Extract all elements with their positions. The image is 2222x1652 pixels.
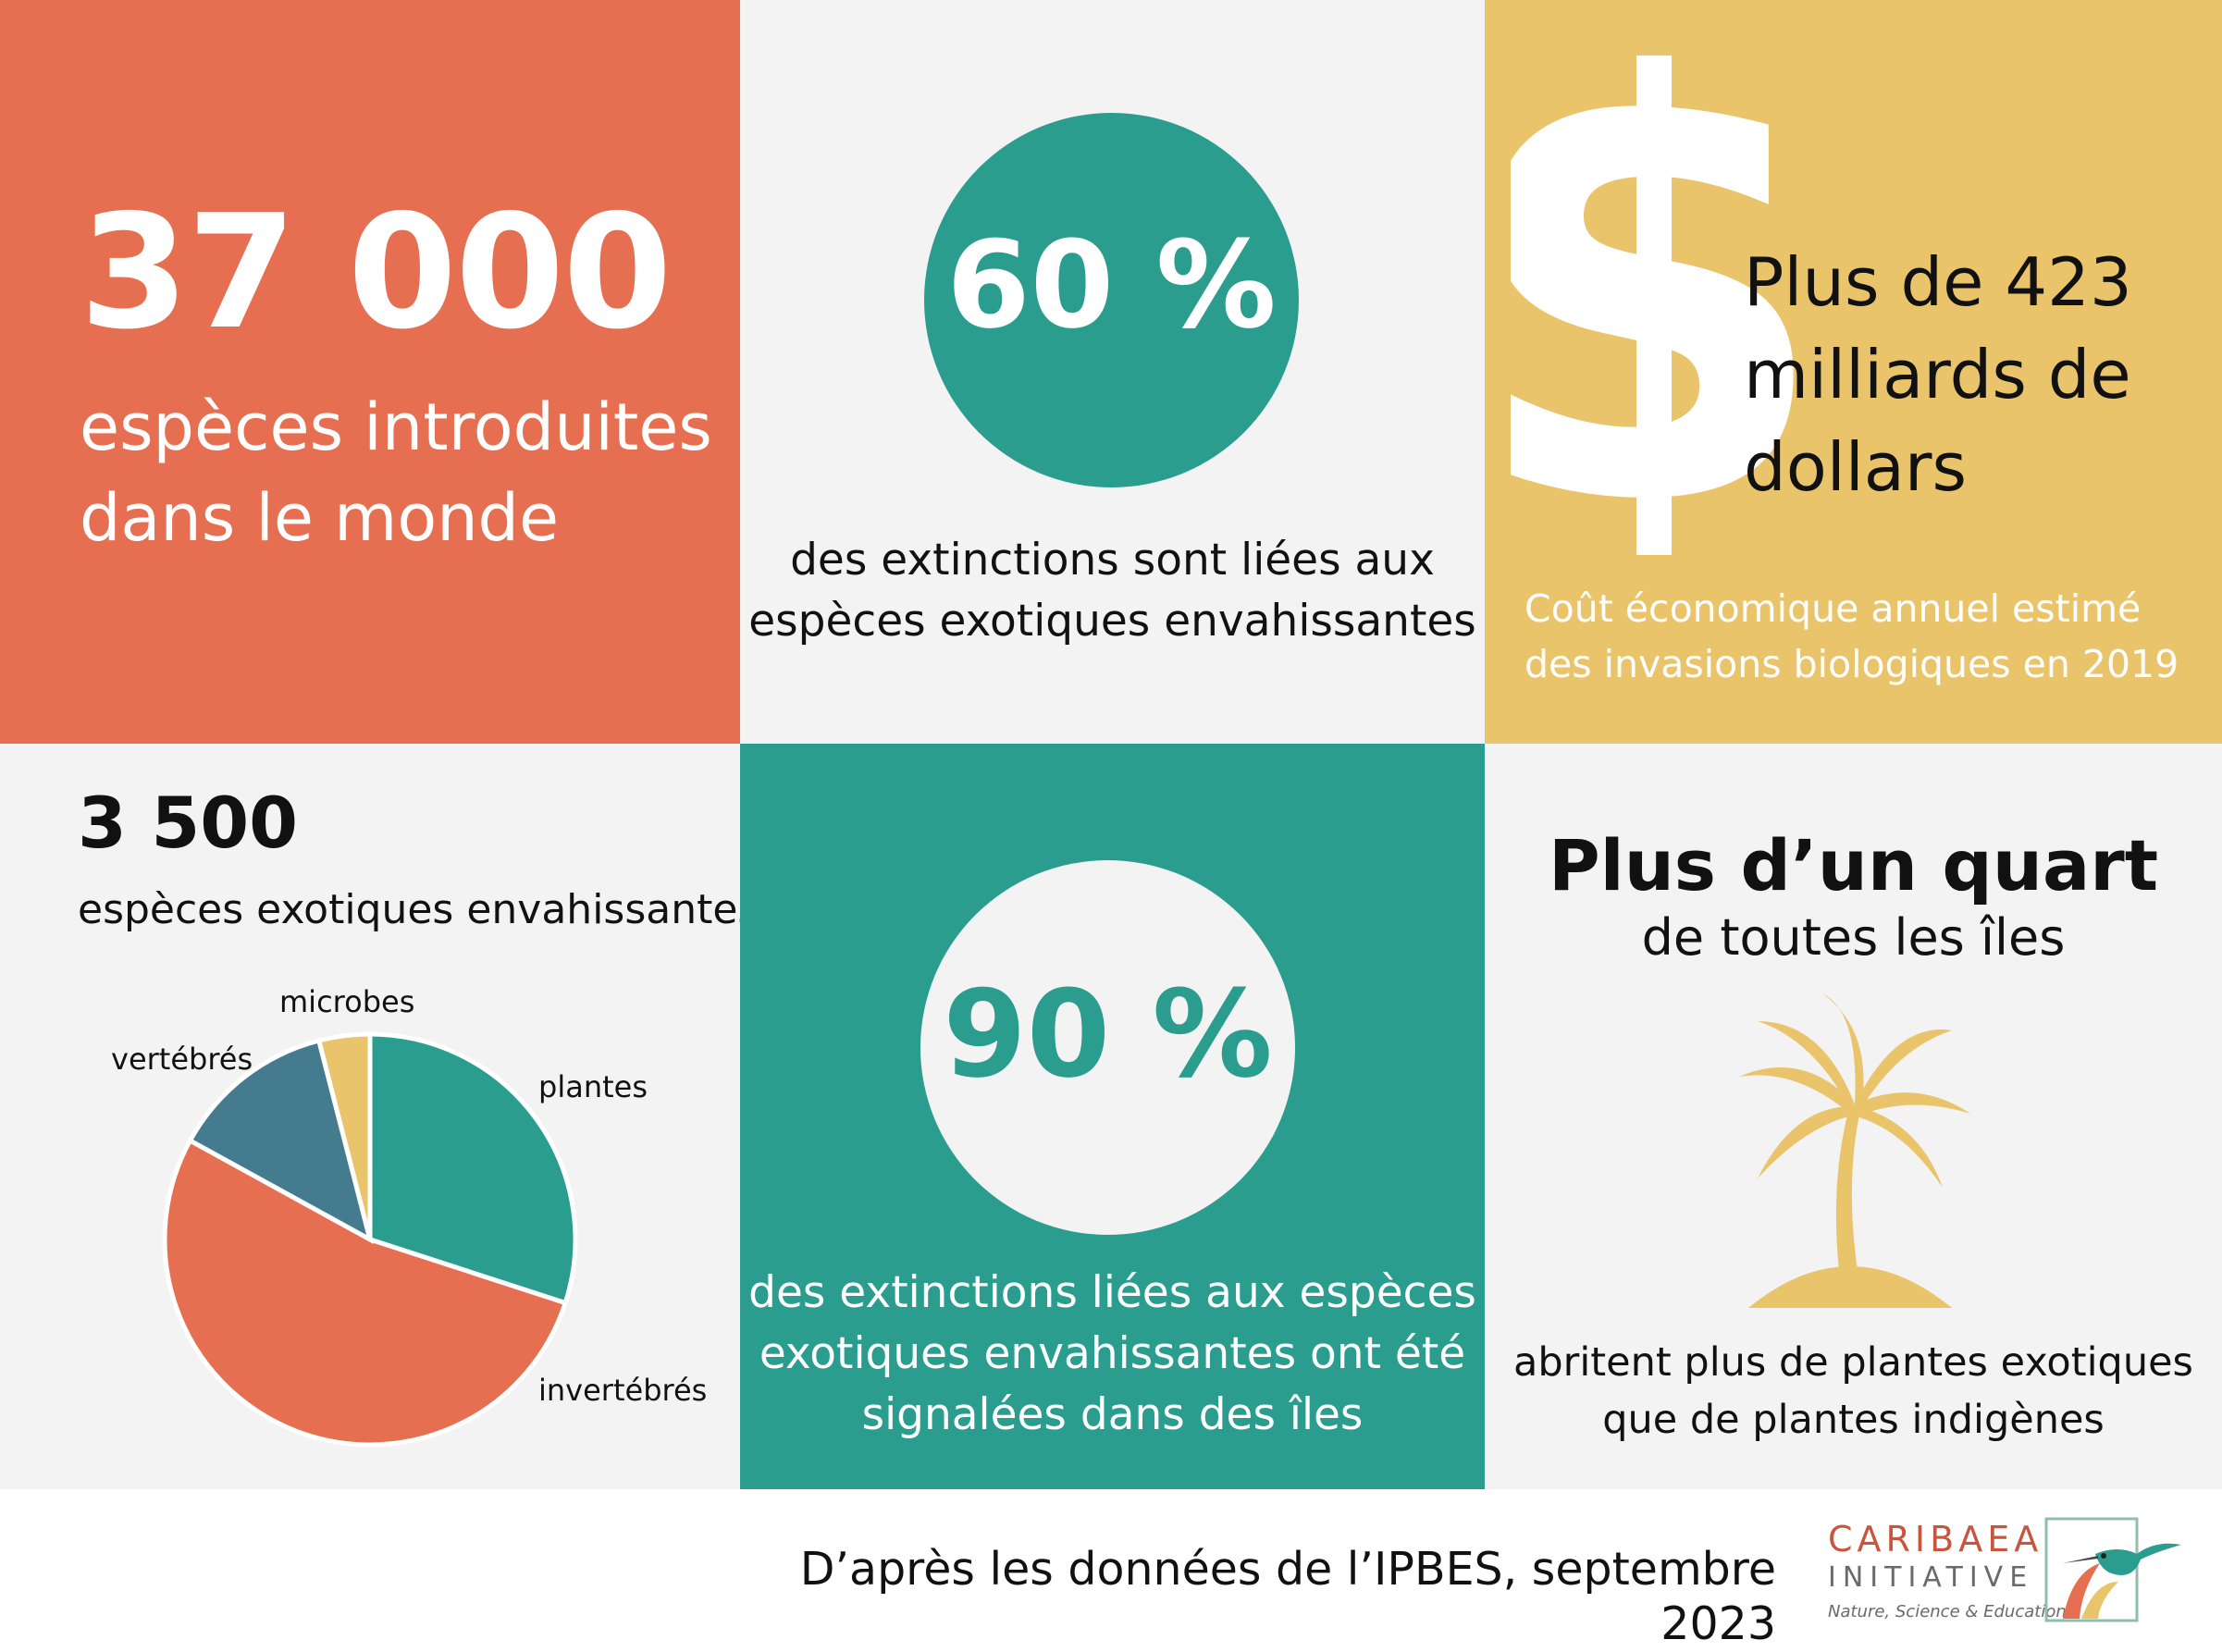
tile-island-extinctions: 90 % des extinctions liées aux espèces e… xyxy=(740,744,1485,1489)
svg-text:S: S xyxy=(1511,55,1832,555)
introduced-species-label-line1: espèces introduites xyxy=(80,389,712,465)
pie-label-invertebres: invertébrés xyxy=(538,1373,708,1408)
islands-subline: de toutes les îles xyxy=(1641,908,2066,967)
invasive-species-pie-chart xyxy=(162,1031,578,1448)
introduced-species-count: 37 000 xyxy=(80,181,673,364)
tile-economic-cost: S Plus de 423 milliards de dollars Coût … xyxy=(1485,0,2222,744)
caribaea-logo[interactable]: CARIBAEA INITIATIVE Nature, Science & Ed… xyxy=(1828,1517,2198,1628)
pie-slice-invertebres xyxy=(162,1137,569,1448)
island-extinctions-caption-line1: des extinctions liées aux espèces xyxy=(748,1267,1476,1318)
logo-name: CARIBAEA xyxy=(1828,1519,2043,1560)
pie-slice-vertebres xyxy=(187,1037,374,1244)
island-extinctions-percent: 90 % xyxy=(943,964,1273,1104)
introduced-species-label-line2: dans le monde xyxy=(80,480,560,556)
economic-cost-headline-line1: Plus de 423 xyxy=(1744,243,2132,321)
extinctions-circle xyxy=(924,113,1299,487)
island-extinctions-caption-line3: signalées dans des îles xyxy=(861,1389,1364,1440)
pie-label-vertebres: vertébrés xyxy=(111,1042,253,1077)
hummingbird-logo-icon xyxy=(2044,1517,2181,1622)
palm-tree-icon xyxy=(1739,993,1970,1308)
extinctions-percent: 60 % xyxy=(946,215,1277,355)
islands-caption-line2: que de plantes indigènes xyxy=(1602,1397,2105,1443)
economic-cost-headline-line3: dollars xyxy=(1744,428,1967,506)
invasive-species-label: espèces exotiques envahissantes xyxy=(78,886,759,933)
pie-label-plantes: plantes xyxy=(538,1069,648,1104)
islands-caption-line1: abritent plus de plantes exotiques xyxy=(1513,1339,2193,1386)
logo-tagline: Nature, Science & Education xyxy=(1828,1602,2067,1621)
extinctions-caption-line1: des extinctions sont liées aux xyxy=(790,535,1435,586)
pie-slice-microbes xyxy=(315,1031,373,1240)
invasive-species-count: 3 500 xyxy=(78,782,298,864)
dollar-sign-icon: S xyxy=(1511,55,1832,555)
economic-cost-caption-line1: Coût économique annuel estimé xyxy=(1525,586,2142,631)
islands-headline: Plus d’un quart xyxy=(1548,824,2159,906)
logo-initiative: INITIATIVE xyxy=(1828,1561,2034,1594)
pie-label-microbes: microbes xyxy=(279,984,415,1019)
tile-introduced-species: 37 000 espèces introduites dans le monde xyxy=(0,0,740,744)
tile-islands-quarter: Plus d’un quart de toutes les îles abrit… xyxy=(1485,744,2222,1489)
island-extinctions-circle xyxy=(920,860,1295,1235)
economic-cost-headline-line2: milliards de xyxy=(1744,336,2131,413)
source-citation: D’après les données de l’IPBES, septembr… xyxy=(799,1543,1776,1650)
extinctions-caption-line2: espèces exotiques envahissantes xyxy=(748,596,1476,647)
island-extinctions-caption-line2: exotiques envahissantes ont été xyxy=(759,1328,1466,1379)
pie-slice-plantes xyxy=(367,1031,578,1306)
tile-extinctions: 60 % des extinctions sont liées aux espè… xyxy=(740,0,1485,744)
economic-cost-caption-line2: des invasions biologiques en 2019 xyxy=(1525,642,2179,686)
